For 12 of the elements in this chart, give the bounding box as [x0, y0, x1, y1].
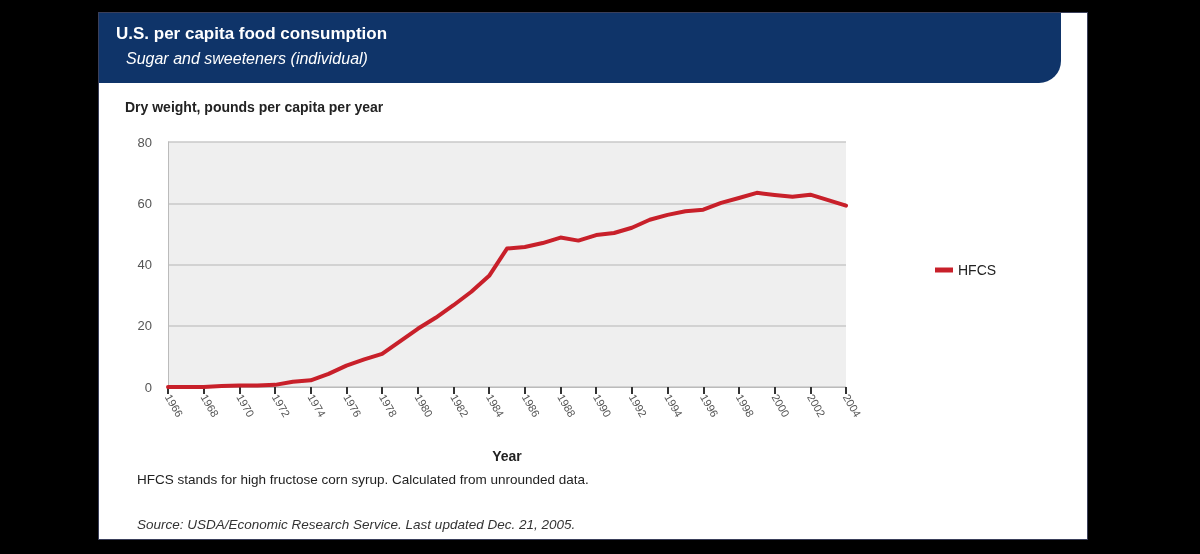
x-axis-title: Year [492, 448, 523, 464]
text: HFCS stands for high fructose corn syrup. Calculated from unrounded data. [137, 472, 589, 487]
chart-title: U.S. per capita food consumption [116, 24, 388, 44]
y-tick-label: 40 [137, 257, 152, 272]
y-tick-label: 0 [144, 379, 152, 395]
y-tick-label: 80 [137, 134, 152, 150]
source-note: Source: USDA/Economic Research Service. Last updated Dec. 21, 2005. [137, 517, 576, 532]
y-tick-label: 60 [137, 195, 152, 211]
chart-subtitle: Sugar and sweeteners (individual) [126, 50, 368, 68]
legend-label: HFCS [958, 262, 997, 278]
y-axis-title: Dry weight, pounds per capita per year [125, 99, 384, 115]
y-tick-label: 20 [137, 318, 152, 334]
